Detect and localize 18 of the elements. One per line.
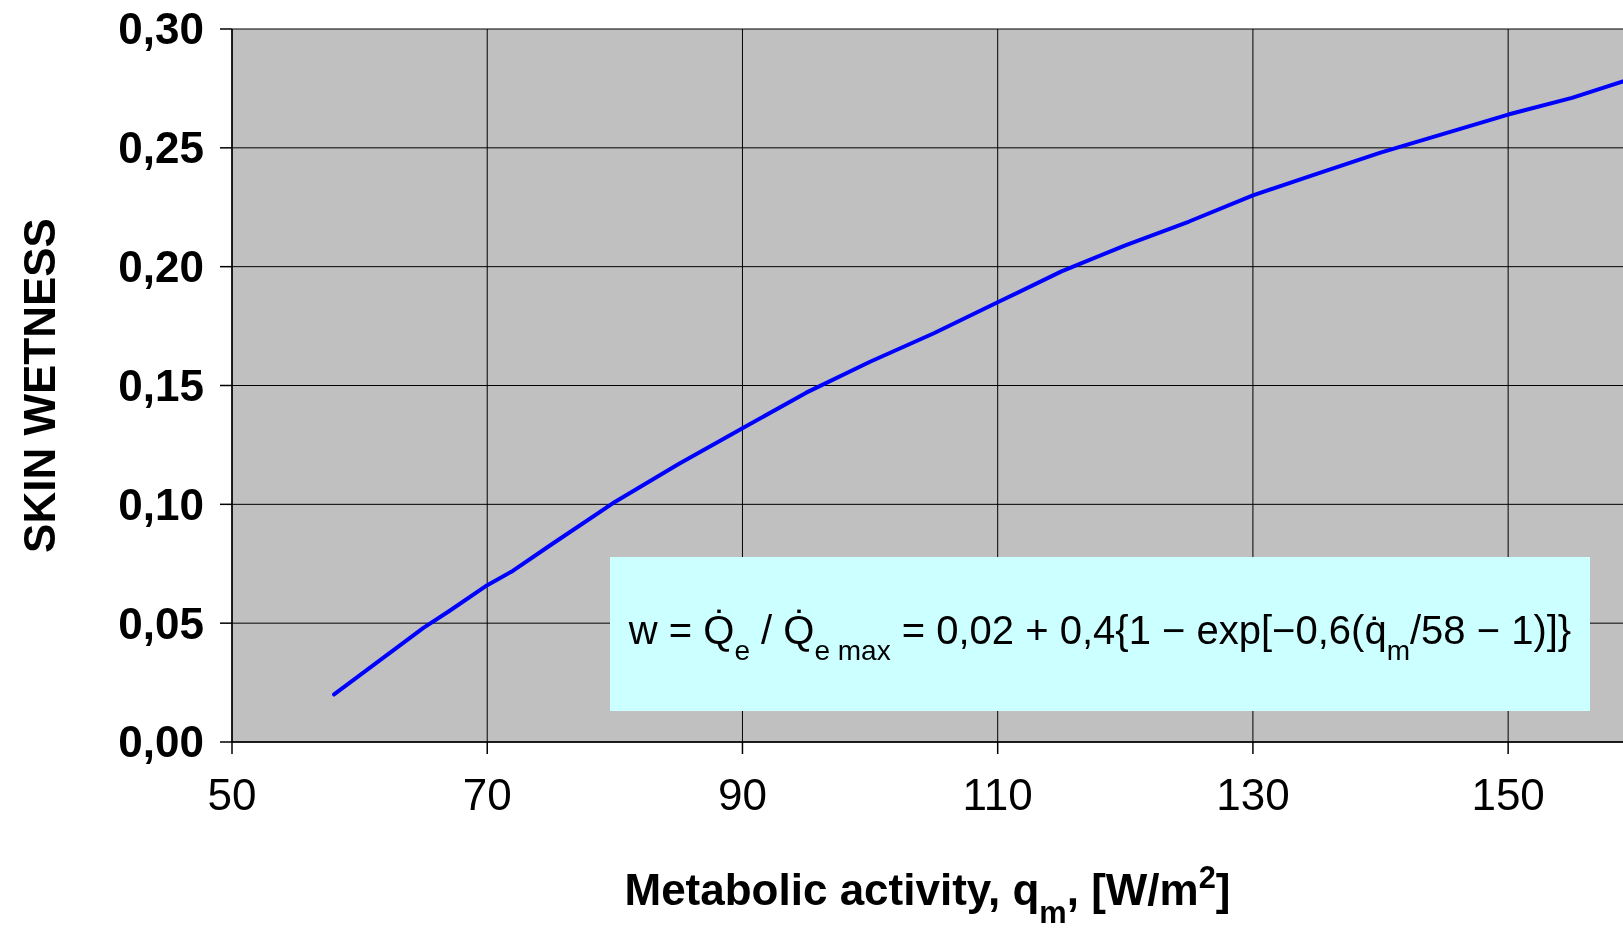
y-tick-label: 0,30 [118, 4, 204, 54]
x-tick-label: 130 [1216, 770, 1290, 819]
y-tick-label: 0,15 [118, 360, 204, 410]
y-tick-label: 0,20 [118, 242, 204, 292]
line-series [332, 79, 1623, 697]
x-tick-label: 50 [207, 770, 257, 819]
formula-box: w = Q̇$_{e}$ / Q̇$_{e max}$ = 0,02 + 0,4{1 − exp[−0,6(q̇$_{m}$/58 − 1)]} [610, 557, 1590, 711]
x-tick-label: 150 [1471, 770, 1545, 819]
y-tick-label: 0,25 [118, 123, 204, 173]
x-tick-label: 110 [962, 770, 1033, 819]
y-tick-label: 0,05 [118, 598, 204, 648]
x-tick-label: 70 [462, 770, 512, 819]
x-tick-label: 90 [717, 770, 767, 819]
annotation: w = Q̇$_{e}$ / Q̇$_{e max}$ = 0,02 + 0,4{1 − exp[−0,6(q̇$_{m}$/58 − 1)]} [627, 608, 1572, 666]
y-tick-label: 0,10 [118, 479, 204, 529]
y-axis-title: SKIN WETNESS [15, 218, 64, 553]
x-axis-title: Metabolic activity, q$_{m}$, [W/m$^{2}$] [624, 859, 1231, 930]
y-tick-label: 0,00 [118, 717, 204, 767]
